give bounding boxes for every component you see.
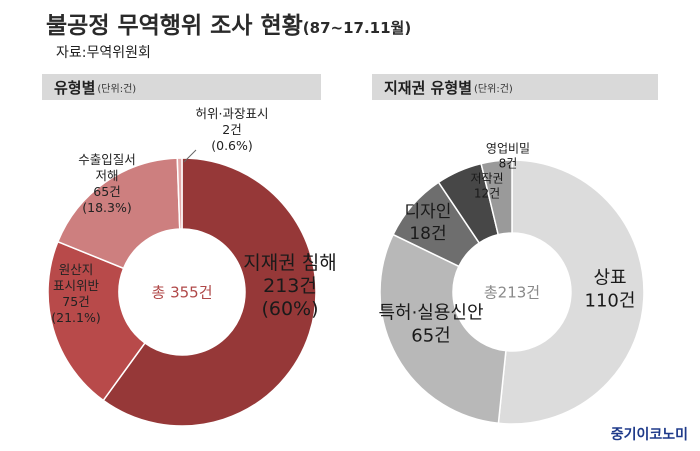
chart2-slice-3-label: 디자인 18건: [405, 202, 452, 244]
chart1-slice-1: [102, 157, 317, 427]
chart1-slice-1-label: 지재권 침해 213건 (60%): [243, 252, 336, 320]
chart2-slice-2-label: 특허·실용신안 65건: [378, 303, 483, 347]
chart1-slice-4-label: 허위·과장표시 2건 (0.6%): [196, 106, 269, 153]
chart2-slice-1: [497, 159, 645, 425]
right-panel-header: 지재권 유형별 (단위:건): [372, 74, 658, 100]
chart2-slice-1-label: 상표 110건: [585, 268, 636, 312]
chart2-slice-2: [379, 233, 507, 425]
right-panel-unit: (단위:건): [474, 83, 513, 95]
chart1-slice-2-label: 원산지 표시위반 75건 (21.1%): [51, 262, 100, 325]
title-main: 불공정 무역행위 조사 현황: [46, 13, 303, 39]
chart2-center-label: 총213건: [484, 284, 540, 302]
chart2-slice-5: [480, 159, 513, 236]
chart1-slice-3: [56, 157, 181, 270]
chart1-leader-line: [183, 149, 197, 163]
brand-logo-text: 중기이코노미: [610, 427, 688, 443]
title-period: (87~17.11월): [302, 19, 412, 37]
source-note: 자료:무역위원회: [56, 45, 151, 61]
chart1-slice-2: [47, 240, 147, 402]
chart-title: 불공정 무역행위 조사 현황(87~17.11월): [46, 6, 411, 40]
left-panel-unit: (단위:건): [97, 83, 137, 95]
chart2-slice-5-label: 영업비밀 8건: [486, 141, 530, 170]
chart1-slice-4: [176, 157, 183, 230]
left-panel-header: 유형별 (단위:건): [42, 74, 321, 100]
right-panel-title: 지재권 유형별: [384, 78, 473, 97]
chart2-slice-4-label: 저작권 12건: [470, 171, 503, 200]
left-panel-title: 유형별: [54, 78, 96, 97]
chart1-slice-3-label: 수출입질서 저해 65건 (18.3%): [78, 152, 136, 215]
chart1-center-label: 총 355건: [152, 284, 213, 302]
